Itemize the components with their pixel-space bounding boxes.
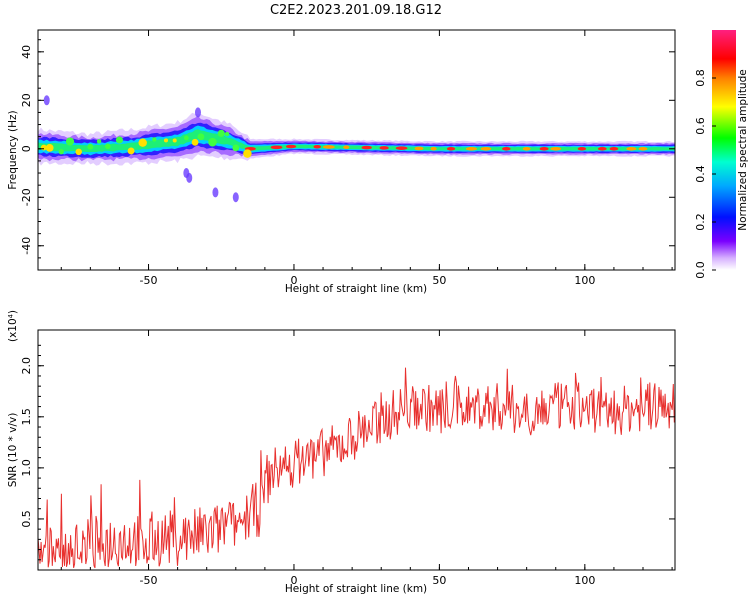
snr-y-tick-label: 1.0	[20, 459, 33, 477]
colorbar-tick-label: 0.2	[694, 213, 707, 231]
spectrogram-hotspot	[550, 146, 562, 151]
chart-title: C2E2.2023.201.09.18.G12	[270, 3, 442, 18]
spectrogram-blob	[208, 137, 217, 147]
spectrogram-y-tick-label: 20	[20, 93, 33, 107]
spectrogram-blob	[197, 133, 205, 141]
spectrogram-hotspot	[577, 146, 587, 151]
spectrogram-y-tick-label: 0	[20, 145, 33, 152]
colorbar-tick-label: 0.8	[694, 69, 707, 87]
spectrogram-hotspot	[446, 146, 456, 151]
spectrogram-hotspot	[539, 146, 549, 151]
spectrogram-blob	[96, 139, 102, 144]
snr-y-tick-label: 2.0	[20, 357, 33, 375]
spectrogram-hotspot	[597, 146, 607, 151]
spectrogram-y-tick-label: 40	[20, 45, 33, 59]
spectrogram-blob	[163, 138, 169, 143]
spectrogram-frame	[37, 29, 676, 271]
spectrogram-blob	[217, 129, 225, 137]
spectrogram-band-layer	[38, 129, 675, 153]
snr-panel: -50 0 50 100 0.5 1.0 1.5 2.0 Height of straight…	[7, 310, 676, 595]
snr-y-tick-label: 0.5	[20, 510, 33, 528]
colorbar-tick-label: 0.6	[694, 117, 707, 135]
snr-y-tick-label: 1.5	[20, 408, 33, 426]
spectrogram-hotspot	[480, 146, 492, 151]
colorbar-tick-label: 0.4	[694, 165, 707, 183]
spectrogram-blob	[75, 148, 82, 156]
spectrogram-blob	[65, 137, 75, 146]
spectrogram-hotspot	[609, 146, 619, 151]
spectrogram-speckle	[183, 168, 190, 179]
spectrogram-hotspot	[502, 146, 511, 151]
spectrogram-blob	[183, 135, 189, 141]
spectrogram-blob	[87, 143, 94, 150]
spectrogram-blob	[224, 131, 230, 137]
snr-x-tick-label: -50	[140, 574, 158, 587]
spectrogram-hotspot	[626, 146, 637, 151]
spectrogram-blob	[232, 144, 240, 152]
spectrogram-x-tick-label: 50	[432, 274, 446, 287]
spectrogram-hotspot	[638, 146, 648, 151]
colorbar: 0.0 0.2 0.4 0.6 0.8 Normalized spectral ampl…	[694, 30, 749, 279]
colorbar-tick-label: 0.0	[694, 261, 707, 279]
spectrogram-hotspot	[395, 146, 408, 150]
spectrogram-speckle	[43, 95, 50, 106]
spectrogram-blob	[127, 147, 135, 155]
snr-x-axis-label: Height of straight line (km)	[285, 583, 427, 595]
spectrogram-hotspot	[285, 144, 297, 149]
spectrogram-y-tick-label: -40	[20, 237, 33, 255]
colorbar-gradient	[712, 30, 736, 270]
spectrogram-hotspot	[270, 145, 283, 150]
spectrogram-blob	[191, 138, 199, 146]
spectrogram-blob	[115, 136, 123, 144]
snr-x-tick-label: 50	[432, 574, 446, 587]
spectrogram-y-axis-label: Frequency (Hz)	[7, 110, 19, 189]
snr-y-multiplier: (x10⁴)	[7, 310, 19, 342]
spectrogram-blob	[243, 149, 252, 158]
spectrogram-hotspot	[522, 146, 531, 151]
spectrogram-speckle	[232, 192, 239, 203]
spectrogram-hotspot	[465, 146, 478, 151]
spectrogram-hotspot	[322, 145, 335, 149]
snr-y-axis-label: SNR (10 * v/v)	[7, 413, 19, 488]
spectrogram-x-tick-label: -50	[140, 274, 158, 287]
snr-x-tick-label: 100	[574, 574, 595, 587]
snr-x-tick-label: 0	[290, 574, 297, 587]
spectrogram-blob	[172, 138, 177, 143]
spectrogram-hotspot	[430, 146, 437, 151]
spectrogram-panel: -50 0 50 100 -40 -20 0 20 40 Height of straight …	[7, 29, 676, 295]
colorbar-label: Normalized spectral amplitude	[737, 69, 749, 230]
spectrogram-hotspot	[313, 144, 321, 149]
spectrogram-x-tick-label: 100	[574, 274, 595, 287]
snr-series-line	[38, 367, 675, 569]
spectrogram-speckle	[212, 187, 219, 198]
spectrogram-x-axis-label: Height of straight line (km)	[285, 283, 427, 295]
spectrogram-blob	[138, 138, 147, 147]
spectrogram-x-tick-label: 0	[290, 274, 297, 287]
spectrogram-blob	[45, 143, 54, 152]
spectrogram-hotspot	[343, 145, 350, 150]
spectrogram-hotspot	[414, 146, 424, 151]
spectrogram-speckle	[194, 107, 201, 118]
spectrogram-hotspot	[361, 145, 372, 150]
spectrogram-y-tick-label: -20	[20, 188, 33, 206]
spectrogram-blob	[152, 137, 157, 142]
snr-frame	[37, 329, 676, 571]
spectrogram-blob	[105, 143, 111, 150]
spectrogram-hotspot	[379, 146, 389, 150]
spectrogram-blob	[58, 149, 64, 155]
